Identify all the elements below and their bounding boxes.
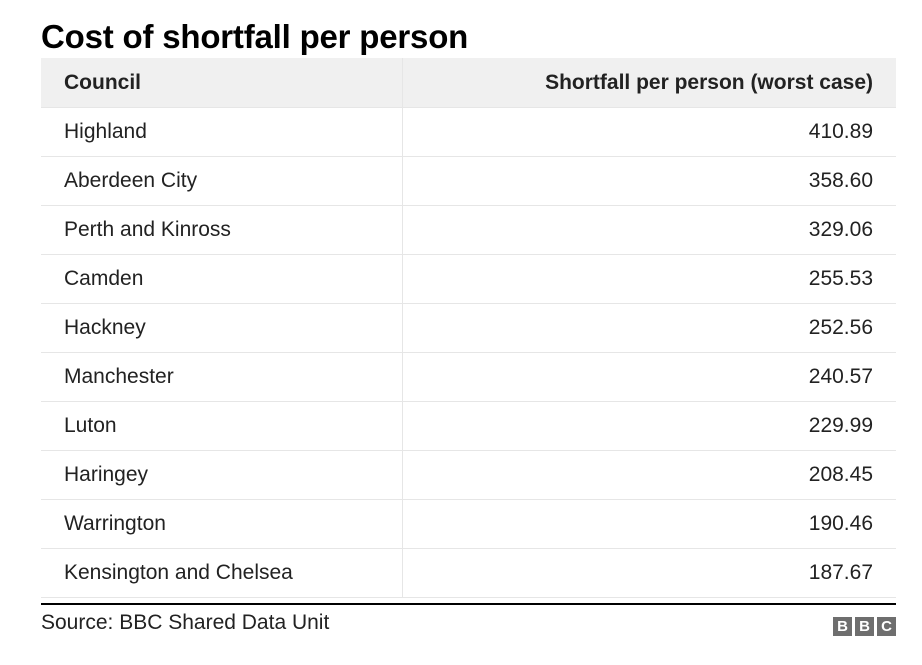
bbc-logo: B B C <box>833 617 896 636</box>
shortfall-value-cell: 329.06 <box>402 205 896 255</box>
column-header-shortfall: Shortfall per person (worst case) <box>402 58 896 108</box>
shortfall-value-cell: 255.53 <box>402 254 896 304</box>
council-cell: Haringey <box>41 450 403 500</box>
council-cell: Hackney <box>41 303 403 353</box>
council-cell: Warrington <box>41 499 403 549</box>
table-row: Highland 410.89 <box>41 107 896 157</box>
table-row: Hackney 252.56 <box>41 303 896 353</box>
logo-letter: C <box>877 617 896 636</box>
logo-letter: B <box>833 617 852 636</box>
table-body: Highland 410.89 Aberdeen City 358.60 Perth a… <box>41 107 896 598</box>
data-table: Council Shortfall per person (worst case… <box>41 58 896 598</box>
council-cell: Kensington and Chelsea <box>41 548 403 598</box>
shortfall-value-cell: 240.57 <box>402 352 896 402</box>
shortfall-value-cell: 252.56 <box>402 303 896 353</box>
council-cell: Manchester <box>41 352 403 402</box>
shortfall-value-cell: 190.46 <box>402 499 896 549</box>
table-header-row: Council Shortfall per person (worst case… <box>41 58 896 108</box>
chart-title: Cost of shortfall per person <box>41 18 469 55</box>
shortfall-value-cell: 229.99 <box>402 401 896 451</box>
table-row: Luton 229.99 <box>41 401 896 451</box>
table-row: Aberdeen City 358.60 <box>41 156 896 206</box>
logo-letter: B <box>855 617 874 636</box>
table-row: Kensington and Chelsea 187.67 <box>41 548 896 598</box>
shortfall-value-cell: 187.67 <box>402 548 896 598</box>
council-cell: Highland <box>41 107 403 157</box>
source-note: Source: BBC Shared Data Unit <box>41 611 330 634</box>
table-row: Manchester 240.57 <box>41 352 896 402</box>
table-row: Perth and Kinross 329.06 <box>41 205 896 255</box>
council-cell: Camden <box>41 254 403 304</box>
council-cell: Perth and Kinross <box>41 205 403 255</box>
source-divider <box>41 603 896 605</box>
table-row: Haringey 208.45 <box>41 450 896 500</box>
shortfall-value-cell: 410.89 <box>402 107 896 157</box>
shortfall-value-cell: 358.60 <box>402 156 896 206</box>
table-row: Camden 255.53 <box>41 254 896 304</box>
council-cell: Luton <box>41 401 403 451</box>
council-cell: Aberdeen City <box>41 156 403 206</box>
table-row: Warrington 190.46 <box>41 499 896 549</box>
shortfall-value-cell: 208.45 <box>402 450 896 500</box>
column-header-council: Council <box>41 58 403 108</box>
